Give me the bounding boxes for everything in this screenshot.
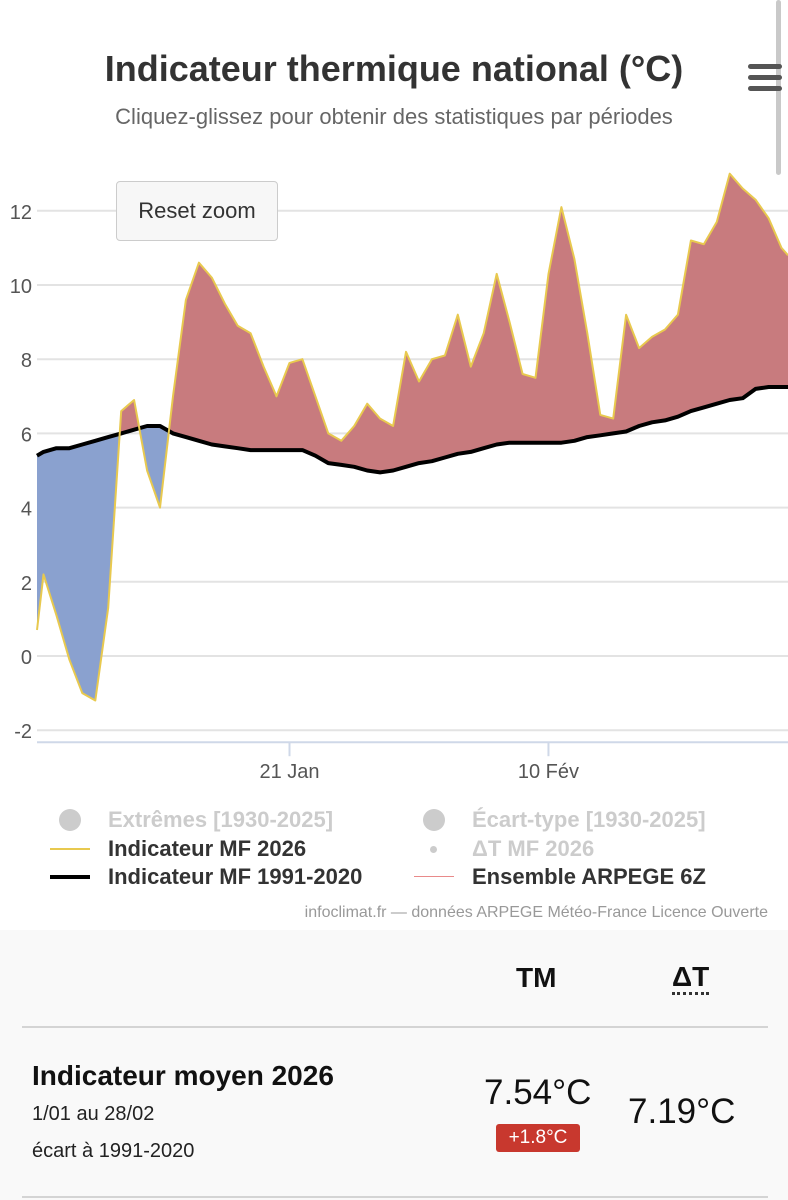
- stats-panel: [0, 930, 788, 1200]
- circle-icon: [50, 807, 90, 833]
- legend-label: Indicateur MF 2026: [108, 836, 307, 861]
- chart-credits[interactable]: infoclimat.fr — données ARPEGE Météo-Fra…: [304, 904, 768, 921]
- legend-label: Ensemble ARPEGE 6Z: [472, 864, 706, 889]
- area-above-normal: [168, 173, 788, 473]
- chart-plot[interactable]: 12 10 8 6 4 2 0 -2 21 Jan 10 Fév: [0, 0, 788, 790]
- divider: [22, 1026, 768, 1028]
- anomaly-badge: +1.8°C: [496, 1124, 580, 1152]
- legend-label: Écart-type [1930-2025]: [472, 807, 706, 832]
- x-tick-label: 10 Fév: [518, 761, 579, 783]
- legend-item-mf-1991-2020[interactable]: Indicateur MF 1991-2020: [50, 864, 362, 890]
- legend-label: Indicateur MF 1991-2020: [108, 864, 363, 889]
- y-tick-label: 10: [10, 276, 32, 298]
- series-line-mf-2026[interactable]: [36, 172, 788, 702]
- circle-icon: [414, 807, 454, 833]
- series-line-mf-1991-2020[interactable]: [35, 385, 788, 475]
- line-swatch-icon: [50, 864, 90, 890]
- legend-item-delta-t[interactable]: ΔT MF 2026: [414, 836, 594, 862]
- legend-item-arpege[interactable]: Ensemble ARPEGE 6Z: [414, 864, 706, 890]
- y-axis-labels: 12 10 8 6 4 2 0 -2: [10, 202, 32, 743]
- y-tick-label: 12: [10, 202, 32, 224]
- legend-item-ecart-type[interactable]: Écart-type [1930-2025]: [414, 807, 706, 833]
- row-title: Indicateur moyen 2026: [32, 1060, 334, 1091]
- reset-zoom-button[interactable]: Reset zoom: [116, 181, 278, 241]
- chart-title: Indicateur thermique national (°C): [104, 48, 684, 89]
- tm-value: 7.54°C: [484, 1073, 592, 1112]
- column-header-delta-t[interactable]: ΔT: [672, 962, 710, 995]
- series-lines: [35, 172, 788, 702]
- y-tick-label: 4: [21, 499, 32, 521]
- area-below-normal: [37, 433, 120, 701]
- x-tick-label: 21 Jan: [259, 761, 319, 783]
- delta-t-value: 7.19°C: [628, 1092, 736, 1131]
- chart-subtitle: Cliquez-glissez pour obtenir des statist…: [115, 104, 673, 129]
- y-tick-label: 2: [21, 573, 32, 595]
- dot-icon: [414, 836, 454, 862]
- x-axis: 21 Jan 10 Fév: [37, 741, 788, 783]
- row-period: 1/01 au 28/02: [32, 1103, 155, 1125]
- row-reference: écart à 1991-2020: [32, 1140, 195, 1162]
- legend-label: ΔT MF 2026: [472, 836, 595, 861]
- y-tick-label: -2: [14, 721, 32, 743]
- legend-label: Extrêmes [1930-2025]: [108, 807, 334, 832]
- divider: [22, 1196, 768, 1198]
- legend-item-mf-2026[interactable]: Indicateur MF 2026: [50, 836, 306, 862]
- y-tick-label: 8: [21, 350, 32, 372]
- legend-item-extremes[interactable]: Extrêmes [1930-2025]: [50, 807, 333, 833]
- y-tick-label: 6: [21, 424, 32, 446]
- column-header-tm: TM: [516, 962, 557, 993]
- hamburger-menu-icon[interactable]: [746, 62, 784, 94]
- line-swatch-icon: [414, 864, 454, 890]
- y-tick-label: 0: [21, 647, 32, 669]
- line-swatch-icon: [50, 836, 90, 862]
- anomaly-areas: [37, 173, 788, 701]
